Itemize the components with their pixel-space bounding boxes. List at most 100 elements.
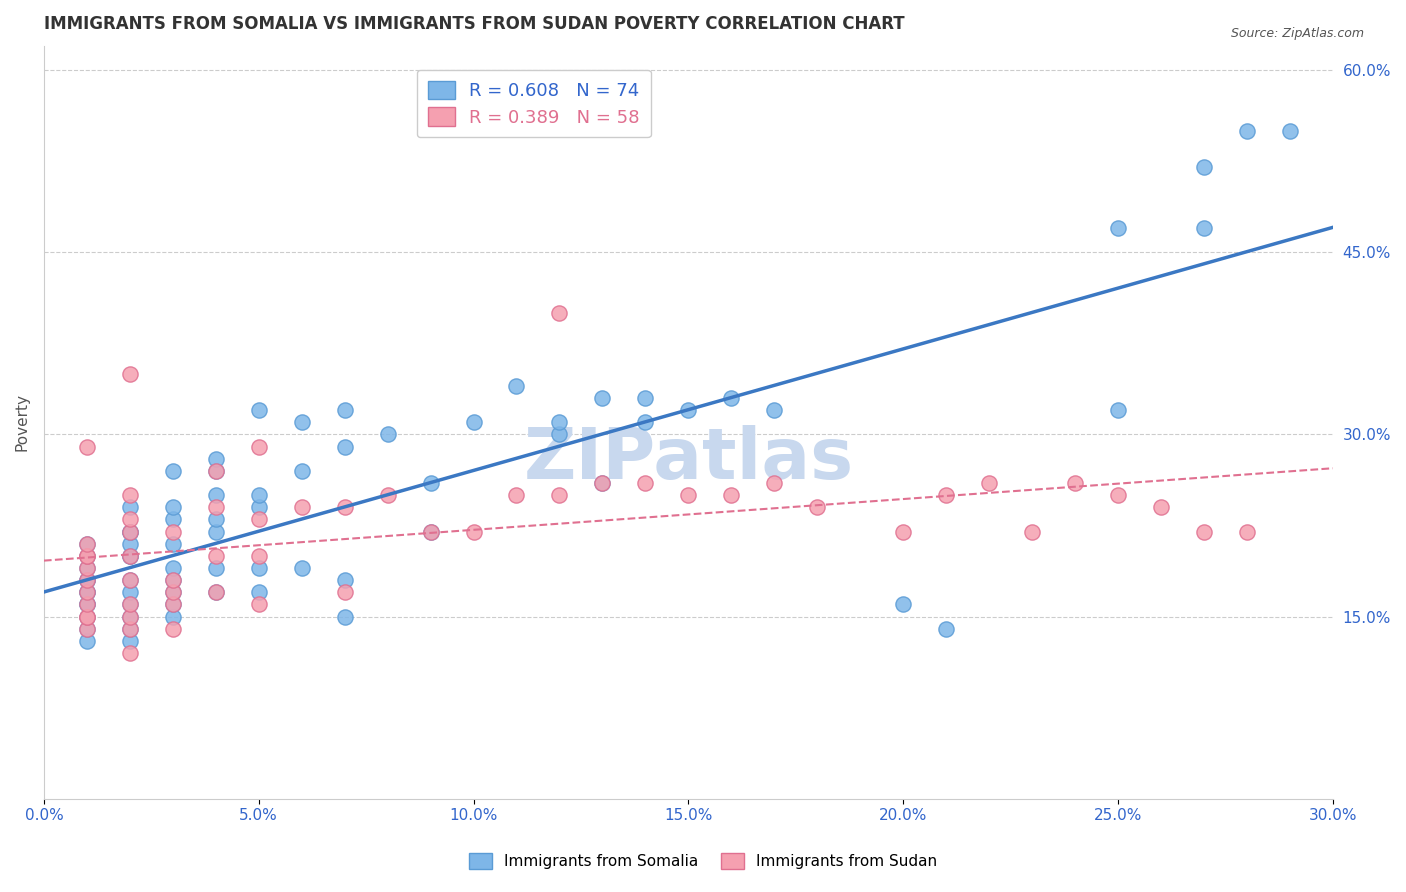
- Immigrants from Sudan: [76, 549, 98, 563]
- Immigrants from Somalia: [162, 512, 184, 526]
- Immigrants from Somalia: [162, 500, 184, 515]
- Immigrants from Somalia: [291, 464, 314, 478]
- Immigrants from Sudan: [118, 524, 141, 539]
- Immigrants from Somalia: [162, 573, 184, 587]
- Immigrants from Somalia: [591, 475, 613, 490]
- Immigrants from Somalia: [204, 464, 226, 478]
- Immigrants from Somalia: [333, 609, 356, 624]
- Immigrants from Sudan: [935, 488, 957, 502]
- Immigrants from Somalia: [1192, 160, 1215, 174]
- Immigrants from Sudan: [548, 488, 571, 502]
- Immigrants from Somalia: [118, 500, 141, 515]
- Immigrants from Sudan: [634, 475, 657, 490]
- Immigrants from Sudan: [204, 500, 226, 515]
- Immigrants from Sudan: [1107, 488, 1129, 502]
- Text: IMMIGRANTS FROM SOMALIA VS IMMIGRANTS FROM SUDAN POVERTY CORRELATION CHART: IMMIGRANTS FROM SOMALIA VS IMMIGRANTS FR…: [44, 15, 904, 33]
- Immigrants from Somalia: [1192, 220, 1215, 235]
- Immigrants from Somalia: [1107, 403, 1129, 417]
- Immigrants from Sudan: [118, 512, 141, 526]
- Immigrants from Sudan: [763, 475, 786, 490]
- Immigrants from Sudan: [548, 306, 571, 320]
- Immigrants from Somalia: [247, 561, 270, 575]
- Immigrants from Somalia: [76, 537, 98, 551]
- Immigrants from Somalia: [591, 391, 613, 405]
- Immigrants from Somalia: [333, 440, 356, 454]
- Immigrants from Somalia: [118, 633, 141, 648]
- Immigrants from Somalia: [118, 598, 141, 612]
- Immigrants from Sudan: [162, 573, 184, 587]
- Immigrants from Somalia: [204, 512, 226, 526]
- Legend: R = 0.608   N = 74, R = 0.389   N = 58: R = 0.608 N = 74, R = 0.389 N = 58: [416, 70, 651, 137]
- Immigrants from Sudan: [247, 598, 270, 612]
- Immigrants from Somalia: [634, 391, 657, 405]
- Immigrants from Sudan: [76, 609, 98, 624]
- Immigrants from Sudan: [977, 475, 1000, 490]
- Immigrants from Somalia: [76, 633, 98, 648]
- Immigrants from Somalia: [1107, 220, 1129, 235]
- Immigrants from Sudan: [76, 549, 98, 563]
- Immigrants from Sudan: [118, 367, 141, 381]
- Immigrants from Somalia: [1278, 124, 1301, 138]
- Immigrants from Somalia: [891, 598, 914, 612]
- Immigrants from Somalia: [419, 524, 441, 539]
- Immigrants from Sudan: [678, 488, 700, 502]
- Immigrants from Somalia: [118, 549, 141, 563]
- Immigrants from Sudan: [291, 500, 314, 515]
- Immigrants from Somalia: [76, 561, 98, 575]
- Immigrants from Sudan: [1064, 475, 1087, 490]
- Immigrants from Somalia: [634, 415, 657, 429]
- Immigrants from Somalia: [118, 524, 141, 539]
- Immigrants from Sudan: [162, 585, 184, 599]
- Immigrants from Sudan: [1236, 524, 1258, 539]
- Immigrants from Somalia: [204, 585, 226, 599]
- Immigrants from Somalia: [162, 609, 184, 624]
- Immigrants from Somalia: [76, 598, 98, 612]
- Immigrants from Somalia: [463, 415, 485, 429]
- Immigrants from Sudan: [720, 488, 742, 502]
- Immigrants from Sudan: [1192, 524, 1215, 539]
- Immigrants from Somalia: [204, 561, 226, 575]
- Immigrants from Somalia: [720, 391, 742, 405]
- Immigrants from Somalia: [162, 598, 184, 612]
- Immigrants from Somalia: [76, 609, 98, 624]
- Immigrants from Sudan: [118, 609, 141, 624]
- Immigrants from Somalia: [76, 585, 98, 599]
- Immigrants from Somalia: [247, 500, 270, 515]
- Immigrants from Sudan: [333, 585, 356, 599]
- Immigrants from Somalia: [247, 585, 270, 599]
- Immigrants from Sudan: [76, 440, 98, 454]
- Immigrants from Somalia: [678, 403, 700, 417]
- Immigrants from Sudan: [1021, 524, 1043, 539]
- Immigrants from Sudan: [419, 524, 441, 539]
- Immigrants from Somalia: [76, 585, 98, 599]
- Immigrants from Somalia: [118, 537, 141, 551]
- Immigrants from Somalia: [162, 585, 184, 599]
- Immigrants from Somalia: [204, 524, 226, 539]
- Immigrants from Somalia: [162, 537, 184, 551]
- Immigrants from Sudan: [118, 598, 141, 612]
- Immigrants from Somalia: [162, 464, 184, 478]
- Immigrants from Somalia: [247, 403, 270, 417]
- Immigrants from Sudan: [118, 646, 141, 660]
- Immigrants from Sudan: [247, 512, 270, 526]
- Immigrants from Somalia: [204, 488, 226, 502]
- Immigrants from Somalia: [548, 427, 571, 442]
- Immigrants from Sudan: [76, 573, 98, 587]
- Immigrants from Sudan: [1150, 500, 1173, 515]
- Immigrants from Sudan: [118, 622, 141, 636]
- Text: ZIPatlas: ZIPatlas: [523, 425, 853, 494]
- Immigrants from Sudan: [76, 537, 98, 551]
- Immigrants from Somalia: [118, 609, 141, 624]
- Immigrants from Somalia: [1236, 124, 1258, 138]
- Immigrants from Somalia: [118, 549, 141, 563]
- Immigrants from Somalia: [204, 451, 226, 466]
- Immigrants from Somalia: [377, 427, 399, 442]
- Immigrants from Sudan: [162, 622, 184, 636]
- Immigrants from Sudan: [162, 598, 184, 612]
- Immigrants from Sudan: [76, 622, 98, 636]
- Text: Source: ZipAtlas.com: Source: ZipAtlas.com: [1230, 27, 1364, 40]
- Legend: Immigrants from Somalia, Immigrants from Sudan: Immigrants from Somalia, Immigrants from…: [463, 847, 943, 875]
- Immigrants from Somalia: [118, 585, 141, 599]
- Immigrants from Somalia: [76, 598, 98, 612]
- Immigrants from Somalia: [333, 403, 356, 417]
